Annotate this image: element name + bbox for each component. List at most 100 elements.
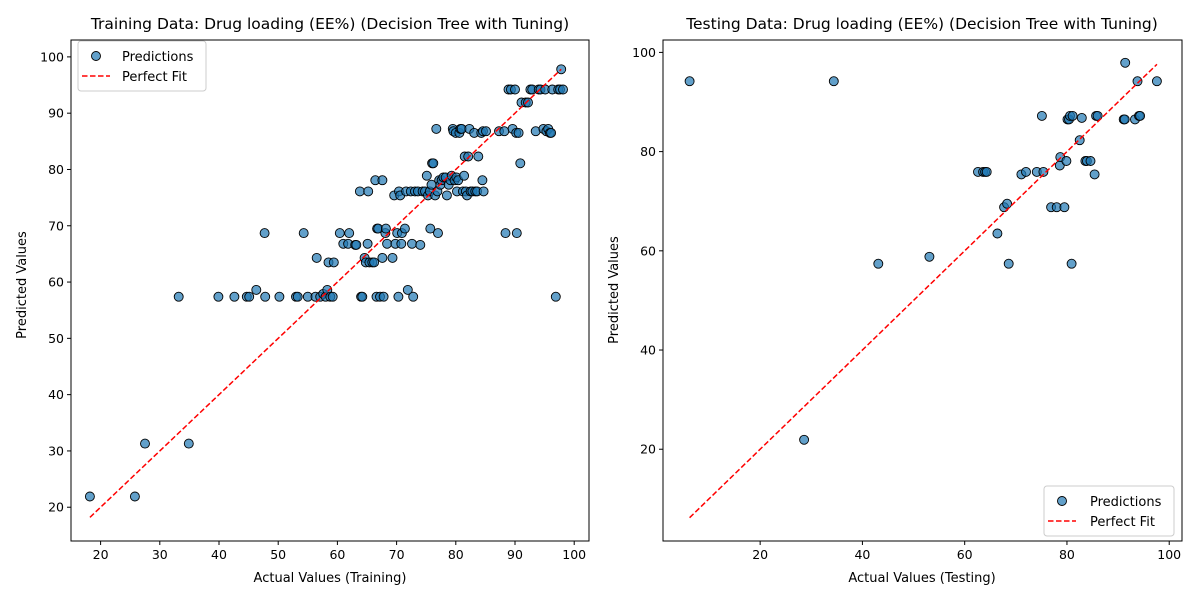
data-point — [377, 252, 388, 263]
data-point — [363, 186, 374, 197]
data-point — [407, 238, 417, 249]
perfect-fit-line-group — [89, 68, 562, 518]
plot-frame — [662, 39, 1183, 542]
x-tick-label: 80 — [448, 547, 464, 562]
data-point — [173, 291, 184, 302]
data-point — [84, 491, 95, 502]
x-tick-label: 60 — [957, 547, 973, 562]
data-point — [327, 291, 338, 302]
legend-marker-predictions — [91, 51, 101, 61]
y-tick-label: 40 — [640, 343, 656, 358]
data-point — [1135, 110, 1146, 121]
data-point — [140, 438, 150, 449]
data-point — [500, 228, 511, 239]
y-axis-ticks: 20 30 40 50 60 70 80 90 100 — [40, 49, 71, 515]
data-point — [431, 123, 442, 134]
data-point — [408, 291, 419, 302]
data-point — [393, 291, 404, 302]
data-point — [334, 228, 345, 239]
legend: Predictions Perfect Fit — [1043, 485, 1175, 537]
data-point — [828, 76, 839, 87]
data-point — [473, 151, 484, 162]
data-point — [229, 291, 240, 302]
y-tick-label: 80 — [48, 162, 64, 177]
data-point — [558, 84, 568, 95]
y-axis-ticks: 20 40 60 80 100 — [632, 45, 663, 457]
data-point — [1066, 258, 1077, 269]
legend-label-perfect-fit: Perfect Fit — [122, 70, 187, 85]
data-point — [421, 170, 432, 181]
data-point — [441, 190, 452, 201]
data-point — [251, 284, 262, 295]
data-point — [399, 223, 410, 234]
data-point — [377, 175, 388, 186]
data-point — [499, 126, 510, 137]
data-point — [380, 223, 391, 234]
data-point — [378, 291, 389, 302]
data-point — [433, 228, 443, 239]
x-tick-label: 80 — [1059, 547, 1075, 562]
data-point — [511, 228, 522, 239]
x-tick-label: 60 — [329, 547, 345, 562]
training-chart: Training Data: Drug loading (EE%) (Decis… — [15, 15, 590, 586]
legend-box — [1043, 485, 1175, 537]
data-point — [1151, 76, 1162, 87]
data-point — [1119, 114, 1130, 125]
data-point — [546, 127, 557, 138]
perfect-fit-line — [689, 63, 1158, 519]
y-tick-label: 60 — [640, 243, 656, 258]
x-tick-label: 90 — [507, 547, 523, 562]
data-point — [513, 127, 524, 138]
x-axis-ticks: 20 30 40 50 60 70 80 90 100 — [93, 541, 586, 562]
y-tick-label: 20 — [48, 500, 64, 515]
data-point — [992, 228, 1003, 239]
data-point — [1003, 258, 1014, 269]
legend: Predictions Perfect Fit — [77, 40, 207, 92]
y-tick-label: 100 — [632, 45, 656, 60]
data-point — [387, 252, 398, 263]
legend-box — [77, 40, 207, 92]
data-point — [274, 291, 285, 302]
legend-marker-predictions — [1057, 496, 1067, 506]
x-axis-label: Actual Values (Training) — [254, 571, 407, 586]
x-axis-label: Actual Values (Testing) — [848, 571, 995, 586]
plot-frame — [70, 39, 590, 542]
data-point — [481, 126, 491, 137]
testing-chart: Testing Data: Drug loading (EE%) (Decisi… — [607, 15, 1183, 586]
data-point — [292, 291, 303, 302]
data-point — [259, 228, 270, 239]
x-tick-label: 100 — [562, 547, 586, 562]
data-point — [328, 257, 339, 268]
data-point — [550, 291, 561, 302]
data-point — [1120, 57, 1131, 68]
y-tick-label: 40 — [48, 387, 64, 402]
data-point — [1038, 166, 1049, 177]
data-point — [1059, 202, 1070, 213]
x-tick-label: 40 — [854, 547, 870, 562]
data-point — [402, 284, 413, 295]
data-point — [515, 158, 526, 169]
data-point — [873, 258, 884, 269]
data-point — [1092, 110, 1103, 121]
data-point — [1036, 110, 1047, 121]
y-tick-label: 20 — [640, 442, 656, 457]
data-point — [425, 223, 436, 234]
x-tick-label: 20 — [752, 547, 768, 562]
y-tick-label: 30 — [48, 443, 64, 458]
data-point — [459, 170, 470, 181]
x-tick-label: 30 — [152, 547, 168, 562]
data-point — [357, 291, 368, 302]
legend-label-perfect-fit: Perfect Fit — [1090, 515, 1155, 530]
data-point — [428, 158, 439, 169]
data-point — [1076, 112, 1087, 123]
x-tick-label: 100 — [1157, 547, 1181, 562]
y-tick-label: 70 — [48, 218, 64, 233]
y-tick-label: 50 — [48, 331, 64, 346]
data-point — [298, 228, 309, 239]
y-axis-label: Predicted Values — [15, 231, 30, 339]
x-tick-label: 50 — [270, 547, 286, 562]
chart-title: Training Data: Drug loading (EE%) (Decis… — [90, 15, 569, 33]
data-point — [396, 238, 407, 249]
scatter-points — [84, 64, 568, 502]
